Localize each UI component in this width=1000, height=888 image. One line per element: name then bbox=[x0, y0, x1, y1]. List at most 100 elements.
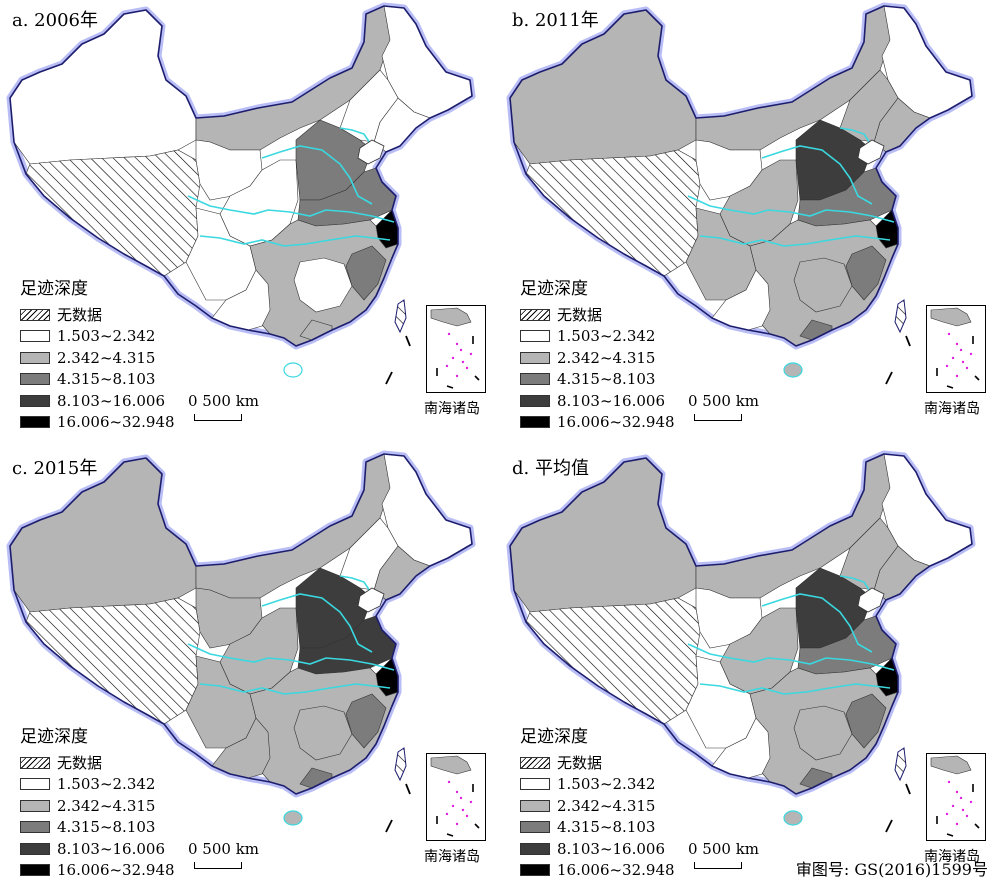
legend-item: 1.503~2.342 bbox=[520, 774, 675, 796]
legend-swatch bbox=[520, 821, 550, 834]
sea-boundary-dash bbox=[905, 783, 911, 795]
legend-swatch bbox=[520, 416, 550, 429]
panel-title: c. 2015年 bbox=[12, 458, 98, 479]
legend-swatch bbox=[520, 394, 550, 407]
inset-coast bbox=[430, 755, 472, 775]
inset-island bbox=[455, 374, 459, 378]
legend-swatch bbox=[20, 821, 50, 834]
sea-boundary-dash bbox=[405, 783, 411, 795]
river-line bbox=[199, 235, 391, 247]
legend-item: 无数据 bbox=[20, 304, 175, 326]
legend-item: 1.503~2.342 bbox=[520, 326, 675, 348]
legend-label: 无数据 bbox=[557, 754, 603, 773]
taiwan-island bbox=[894, 747, 907, 782]
scale-bar-line bbox=[694, 862, 742, 869]
inset-island bbox=[455, 790, 459, 794]
inset-label: 南海诸岛 bbox=[924, 401, 980, 417]
legend-label: 1.503~2.342 bbox=[557, 327, 656, 346]
legend-item: 8.103~16.006 bbox=[20, 390, 175, 412]
legend-item: 16.006~32.948 bbox=[520, 860, 675, 882]
national-border bbox=[9, 453, 473, 795]
legend-label: 16.006~32.948 bbox=[557, 861, 675, 880]
map-panel-2006: a. 2006年 足迹深度 无数据 1.503~2.342 2.342~4.315 4… bbox=[0, 0, 500, 440]
inset-boundary-dash bbox=[946, 385, 954, 389]
legend-swatch bbox=[20, 756, 50, 769]
legend-swatch bbox=[20, 330, 50, 343]
legend-label: 8.103~16.006 bbox=[57, 391, 165, 410]
legend-swatch bbox=[520, 864, 550, 877]
inset-island bbox=[959, 348, 963, 352]
legend-label: 2.342~4.315 bbox=[57, 348, 156, 367]
legend-title: 足迹深度 bbox=[20, 727, 88, 747]
legend-label: 8.103~16.006 bbox=[557, 391, 665, 410]
inset-island bbox=[955, 822, 959, 826]
river-line bbox=[199, 683, 391, 695]
china-choropleth-map bbox=[6, 2, 476, 385]
legend-item: 无数据 bbox=[520, 304, 675, 326]
inset-boundary-dash bbox=[474, 823, 480, 829]
inset-boundary-dash bbox=[974, 375, 980, 381]
sea-boundary-dash bbox=[885, 819, 893, 833]
inset-island bbox=[947, 780, 951, 784]
inset-island bbox=[469, 352, 473, 356]
legend-item: 8.103~16.006 bbox=[20, 838, 175, 860]
legend-swatch bbox=[520, 308, 550, 321]
inset-island bbox=[951, 804, 955, 808]
legend-item: 1.503~2.342 bbox=[20, 326, 175, 348]
legend-label: 16.006~32.948 bbox=[57, 413, 175, 432]
scale-bar-label: 0 500 km bbox=[188, 840, 260, 858]
legend-label: 2.342~4.315 bbox=[557, 796, 656, 815]
map-review-number: 审图号: GS(2016)1599号 bbox=[795, 860, 988, 879]
legend-title: 足迹深度 bbox=[20, 279, 88, 299]
national-border bbox=[509, 5, 973, 347]
taiwan-island bbox=[394, 299, 407, 334]
legend-label: 4.315~8.103 bbox=[557, 818, 656, 837]
national-border bbox=[509, 453, 973, 795]
inset-island bbox=[445, 364, 449, 368]
legend-label: 8.103~16.006 bbox=[57, 839, 165, 858]
legend-swatch bbox=[20, 351, 50, 364]
panel-title: a. 2006年 bbox=[12, 10, 98, 31]
legend-label: 无数据 bbox=[557, 306, 603, 325]
china-choropleth-map bbox=[506, 450, 976, 833]
legend-item: 8.103~16.006 bbox=[520, 390, 675, 412]
province-regions bbox=[510, 454, 972, 794]
inset-island bbox=[945, 364, 949, 368]
legend-item: 1.503~2.342 bbox=[20, 774, 175, 796]
inset-island bbox=[955, 342, 959, 346]
river-line bbox=[839, 127, 873, 147]
south-china-sea-inset bbox=[426, 305, 486, 393]
sea-boundary-dash bbox=[385, 819, 393, 833]
legend-item: 2.342~4.315 bbox=[520, 795, 675, 817]
legend-swatch bbox=[520, 842, 550, 855]
legend-item: 无数据 bbox=[20, 752, 175, 774]
legend-swatch bbox=[20, 394, 50, 407]
inset-label: 南海诸岛 bbox=[424, 849, 480, 865]
inset-island bbox=[955, 374, 959, 378]
legend-swatch bbox=[520, 778, 550, 791]
taiwan-island bbox=[394, 747, 407, 782]
sea-boundary-dash bbox=[405, 335, 411, 347]
province-region bbox=[793, 257, 853, 313]
legend-swatch bbox=[20, 308, 50, 321]
inset-island bbox=[445, 812, 449, 816]
legend-swatch bbox=[20, 778, 50, 791]
inset-island bbox=[961, 808, 965, 812]
legend-swatch bbox=[520, 351, 550, 364]
inset-island bbox=[461, 360, 465, 364]
scale-bar: 0 500 km bbox=[188, 840, 260, 869]
legend-swatch bbox=[520, 330, 550, 343]
river-line bbox=[187, 643, 395, 671]
inset-island bbox=[945, 812, 949, 816]
map-panel-average: d. 平均值 足迹深度 无数据 1.503~2.342 2.342~4.315 4.3… bbox=[500, 448, 1000, 888]
province-region bbox=[293, 705, 353, 761]
china-choropleth-map bbox=[506, 2, 976, 385]
sea-boundary-dash bbox=[385, 371, 393, 385]
legend-label: 2.342~4.315 bbox=[557, 348, 656, 367]
legend-label: 1.503~2.342 bbox=[57, 775, 156, 794]
legend-swatch bbox=[20, 373, 50, 386]
river-line bbox=[699, 683, 891, 695]
legend-item: 2.342~4.315 bbox=[520, 347, 675, 369]
inset-island bbox=[455, 342, 459, 346]
inset-island bbox=[459, 348, 463, 352]
